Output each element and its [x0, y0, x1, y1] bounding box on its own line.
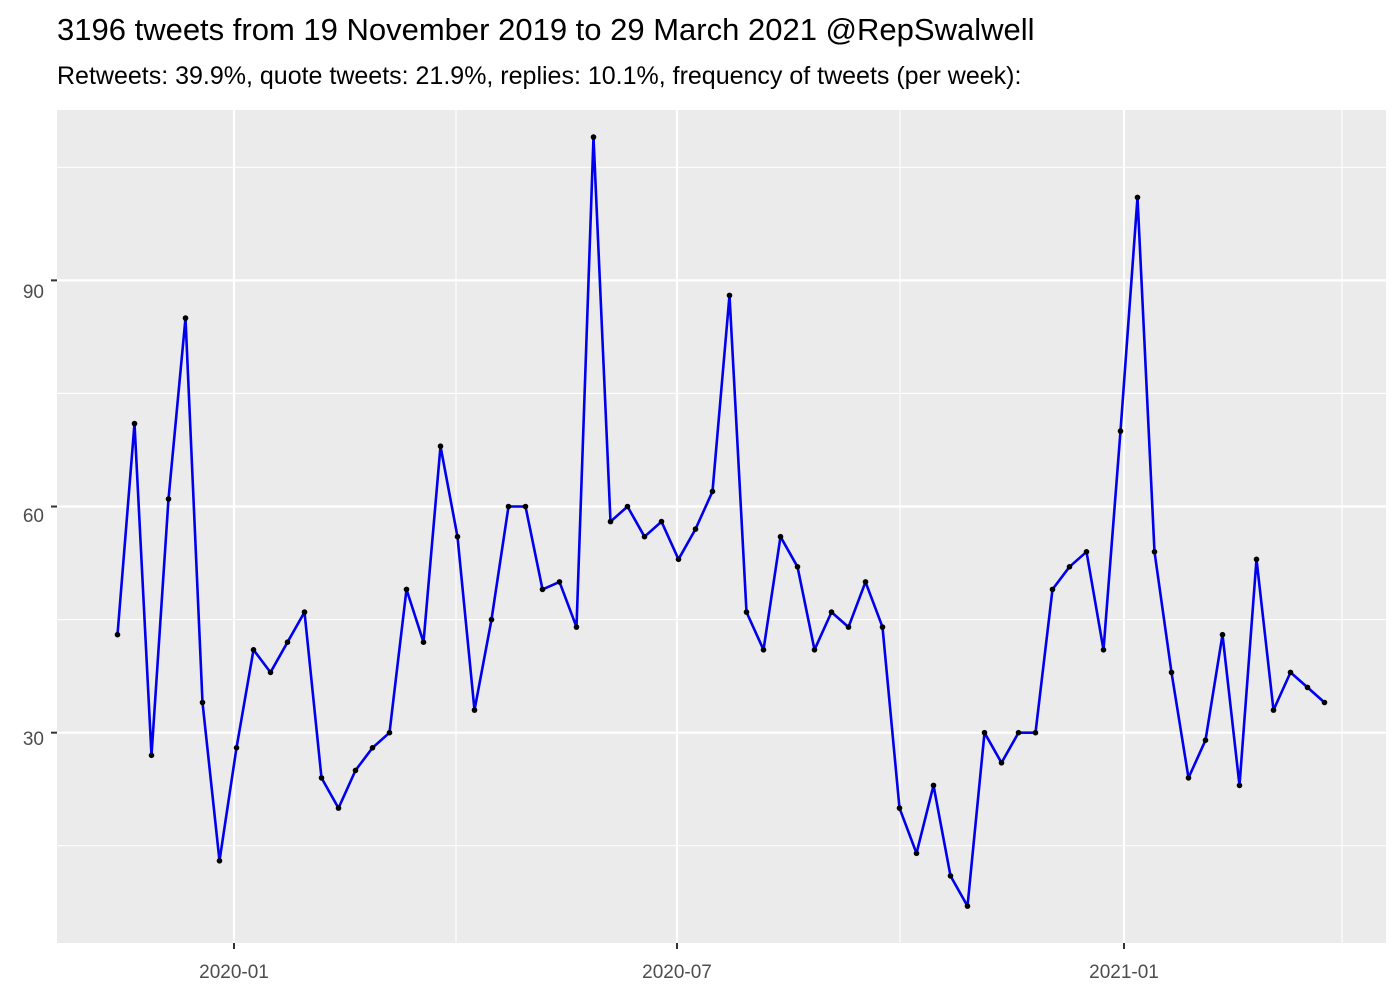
data-point — [114, 631, 121, 638]
data-point — [811, 647, 818, 653]
data-point — [216, 858, 223, 864]
x-tick-label: 2020-01 — [199, 962, 269, 983]
y-tick-label: 60 — [23, 506, 44, 527]
data-point — [335, 805, 342, 811]
data-point — [352, 767, 359, 774]
data-point — [1202, 737, 1209, 743]
data-point — [743, 609, 750, 615]
data-point — [692, 526, 699, 532]
data-point — [1253, 556, 1260, 563]
data-point — [233, 745, 240, 751]
x-tick-label: 2021-01 — [1089, 962, 1159, 983]
data-point — [964, 903, 971, 909]
x-axis-labels: 2020-01 2020-07 2021-01 — [199, 962, 1159, 983]
x-tick-label: 2020-07 — [642, 962, 712, 983]
data-point — [386, 729, 393, 736]
data-point — [658, 518, 665, 525]
data-point — [437, 443, 444, 450]
data-point — [1287, 669, 1294, 676]
data-point — [1066, 564, 1073, 570]
data-point — [1134, 194, 1141, 201]
data-point — [607, 518, 614, 525]
data-point — [148, 752, 155, 759]
data-point — [760, 647, 767, 653]
data-point — [573, 624, 580, 630]
data-point — [1219, 631, 1226, 638]
data-point — [250, 647, 257, 653]
y-tick-label: 30 — [23, 729, 44, 750]
data-point — [505, 503, 512, 510]
data-point — [420, 639, 427, 645]
data-point — [998, 760, 1005, 766]
data-point — [590, 134, 597, 140]
data-point — [1185, 775, 1192, 781]
data-point — [624, 503, 631, 510]
data-point — [182, 315, 189, 321]
axis-ticks — [51, 279, 1125, 949]
major-gridlines — [57, 110, 1386, 943]
data-point — [1032, 729, 1039, 736]
chart-title: 3196 tweets from 19 November 2019 to 29 … — [57, 12, 1035, 47]
data-point — [539, 586, 546, 593]
data-point — [369, 745, 376, 751]
data-point — [556, 579, 563, 585]
data-point — [947, 873, 954, 879]
data-point — [1168, 669, 1175, 676]
data-point — [641, 533, 648, 540]
data-point — [675, 556, 682, 563]
data-point — [1151, 549, 1158, 555]
data-point — [1117, 428, 1124, 434]
data-point — [1304, 684, 1311, 691]
data-point — [981, 729, 988, 736]
data-point — [1321, 699, 1328, 706]
data-point — [777, 533, 784, 540]
series-layer — [114, 134, 1328, 909]
data-point — [879, 624, 886, 630]
data-point — [471, 707, 478, 713]
y-tick-label: 90 — [23, 282, 44, 303]
data-point — [165, 496, 172, 502]
data-point — [301, 609, 308, 615]
data-point — [1015, 729, 1022, 736]
data-point — [284, 639, 291, 645]
chart-subtitle: Retweets: 39.9%, quote tweets: 21.9%, re… — [57, 62, 1022, 90]
data-point — [1083, 549, 1090, 555]
data-point — [199, 699, 206, 706]
data-point — [709, 488, 716, 495]
data-point — [1049, 586, 1056, 593]
data-point — [794, 564, 801, 570]
data-point — [845, 624, 852, 630]
series-line — [116, 135, 1326, 908]
data-point — [267, 669, 274, 676]
data-point — [726, 292, 733, 299]
data-point — [318, 775, 325, 781]
plot-panel — [57, 110, 1386, 943]
data-point — [1100, 647, 1107, 653]
data-point — [1270, 707, 1277, 713]
data-point — [828, 609, 835, 615]
data-point — [896, 805, 903, 811]
data-point — [131, 420, 138, 427]
data-point — [488, 616, 495, 623]
data-point — [930, 782, 937, 789]
data-point — [454, 533, 461, 540]
data-point — [1236, 782, 1243, 789]
data-point — [913, 850, 920, 857]
y-axis-labels: 30 60 90 — [23, 282, 44, 750]
data-point — [862, 579, 869, 585]
data-point — [522, 503, 529, 510]
data-point — [403, 586, 410, 593]
